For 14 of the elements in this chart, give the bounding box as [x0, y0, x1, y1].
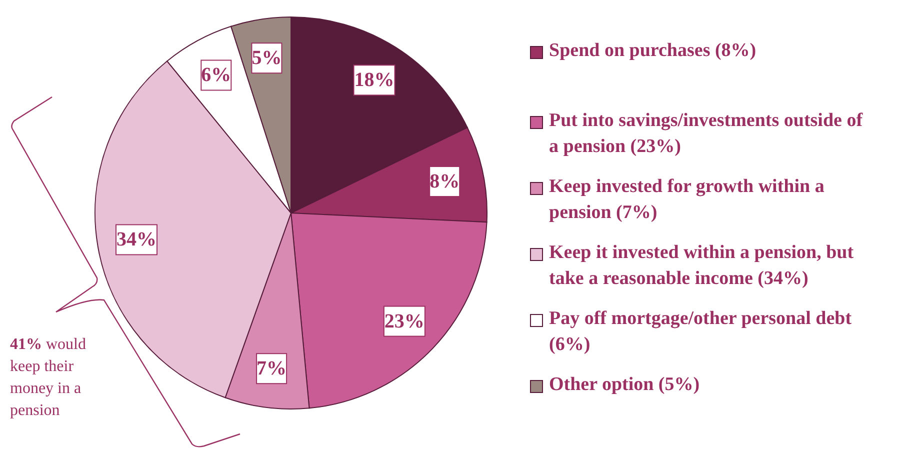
text: 41% would keep their money in a pension: [10, 335, 87, 421]
data-label: 18%: [354, 69, 394, 92]
data-label: 6%: [201, 64, 232, 86]
data-label: 8%: [430, 170, 460, 193]
legend-label: Keep it invested within a pension, but take a reasonable income (34%): [549, 241, 855, 291]
data-label: 7%: [256, 358, 287, 380]
legend-label: Spend on purchases (8%): [549, 39, 756, 63]
data-label: 34%: [116, 228, 156, 251]
data-label: 5%: [252, 47, 282, 70]
legend-label: Put into savings/investments outside of a pension (23%): [549, 109, 864, 159]
legend-label: Other option (5%): [549, 373, 700, 397]
legend-label: Pay off mortgage/other personal debt (6%): [549, 307, 853, 357]
legend-label: Keep invested for growth within a pension (7%): [549, 175, 826, 225]
data-label: 23%: [384, 310, 424, 332]
